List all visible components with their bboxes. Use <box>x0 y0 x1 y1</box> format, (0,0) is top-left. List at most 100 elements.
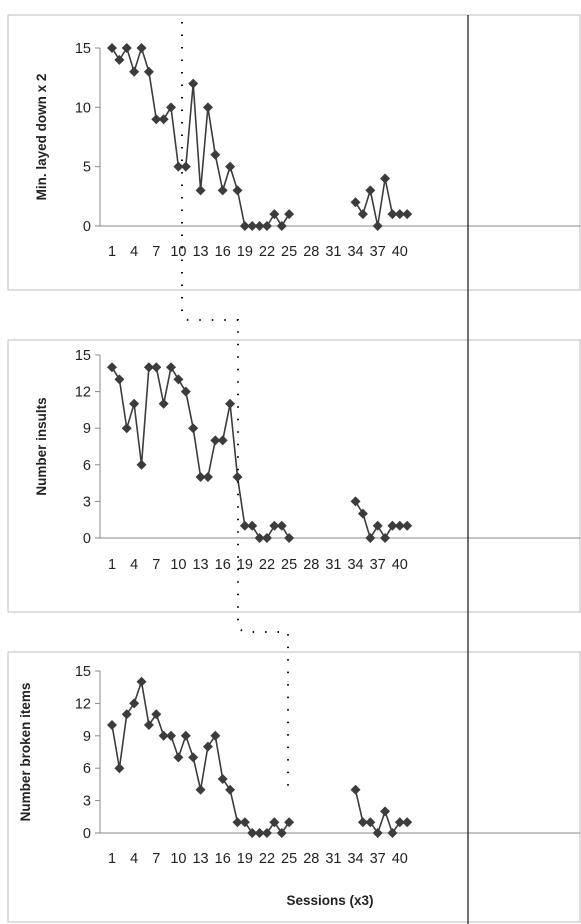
y-tick-label: 15 <box>75 664 91 680</box>
data-point <box>210 149 221 160</box>
x-tick-label: 25 <box>281 851 297 867</box>
data-point <box>365 185 376 196</box>
data-point <box>158 398 169 409</box>
data-point <box>151 114 162 125</box>
data-point <box>261 221 272 231</box>
y-tick-label: 6 <box>83 458 91 474</box>
x-tick-label: 4 <box>130 557 138 573</box>
y-tick-label: 15 <box>75 348 91 364</box>
y-tick-label: 9 <box>83 729 91 745</box>
x-tick-label: 40 <box>392 851 408 867</box>
x-tick-label: 16 <box>215 851 231 867</box>
data-point <box>188 752 199 763</box>
data-point <box>276 828 287 838</box>
data-point <box>151 362 162 373</box>
data-point <box>387 209 398 220</box>
x-tick-label: 7 <box>152 244 160 260</box>
data-point <box>247 828 258 838</box>
x-tick-label: 19 <box>237 244 253 260</box>
data-point <box>232 472 243 482</box>
data-point <box>365 533 376 543</box>
x-tick-label: 10 <box>170 244 186 260</box>
panel-frame <box>7 339 581 613</box>
x-tick-label: 10 <box>170 851 186 867</box>
data-point <box>180 386 191 397</box>
x-tick-label: 4 <box>130 851 138 867</box>
x-axis-label: Sessions (x3) <box>286 893 373 908</box>
data-point <box>269 520 280 531</box>
panel-frame <box>7 651 581 923</box>
y-tick-label: 5 <box>83 160 91 176</box>
x-tick-label: 37 <box>370 244 386 260</box>
x-tick-label: 7 <box>152 851 160 867</box>
data-point <box>232 817 243 828</box>
data-point <box>365 817 376 828</box>
data-point <box>158 114 169 125</box>
data-point <box>210 435 221 446</box>
data-point <box>350 496 361 507</box>
x-tick-label: 37 <box>370 851 386 867</box>
y-axis-label: Min. layed down x 2 <box>34 74 49 201</box>
data-point <box>239 221 250 231</box>
x-tick-label: 1 <box>108 244 116 260</box>
data-point <box>261 828 272 838</box>
y-tick-label: 0 <box>83 826 91 842</box>
data-point <box>166 362 177 373</box>
data-point <box>151 709 162 720</box>
x-tick-label: 1 <box>108 557 116 573</box>
data-point <box>350 784 361 795</box>
y-axis-label: Number broken items <box>18 683 33 822</box>
series-line <box>111 365 290 539</box>
data-point <box>387 520 398 531</box>
x-tick-label: 37 <box>370 557 386 573</box>
y-tick-label: 15 <box>75 41 91 57</box>
data-point <box>210 730 221 741</box>
data-point <box>114 763 125 774</box>
data-point <box>394 817 405 828</box>
x-tick-label: 22 <box>259 851 275 867</box>
data-point <box>247 221 258 231</box>
data-point <box>143 66 154 77</box>
x-tick-label: 10 <box>170 557 186 573</box>
x-tick-label: 19 <box>237 557 253 573</box>
data-point <box>284 209 295 220</box>
x-tick-label: 34 <box>347 851 363 867</box>
data-point <box>276 221 287 231</box>
panel-1: 0 5 10 15 1 4 7 10 13 16 19 22 25 28 31 34 37 40 Min. laye… <box>7 14 581 291</box>
x-tick-label: 28 <box>303 557 319 573</box>
data-point <box>136 459 147 470</box>
y-tick-label: 12 <box>75 385 91 401</box>
data-point <box>107 362 117 373</box>
data-point <box>394 520 405 531</box>
data-point <box>121 43 132 53</box>
data-point <box>114 54 125 65</box>
data-point <box>107 720 117 730</box>
data-point <box>195 784 206 795</box>
data-point <box>225 784 236 795</box>
data-point <box>121 709 132 720</box>
data-point <box>284 817 295 828</box>
data-point <box>402 817 413 828</box>
data-point <box>402 209 413 220</box>
data-point <box>402 520 413 531</box>
data-point <box>261 533 272 543</box>
data-point <box>239 520 250 531</box>
data-point <box>380 806 391 817</box>
y-tick-label: 0 <box>83 531 91 547</box>
x-tick-label: 31 <box>325 244 341 260</box>
data-point <box>372 221 383 231</box>
data-point <box>269 209 280 220</box>
series-line <box>111 681 290 835</box>
data-point <box>225 398 236 409</box>
y-tick-label: 3 <box>83 494 91 510</box>
data-point <box>114 374 125 385</box>
data-point <box>269 817 280 828</box>
panel-3: 0 3 6 9 12 15 1 4 7 10 13 16 19 22 25 28 31 34 37 40 Number … <box>7 651 581 923</box>
data-point <box>173 752 184 763</box>
data-point <box>380 533 391 543</box>
data-point <box>372 828 383 838</box>
data-point <box>247 520 258 531</box>
data-point <box>143 362 154 373</box>
y-tick-label: 0 <box>83 219 91 235</box>
